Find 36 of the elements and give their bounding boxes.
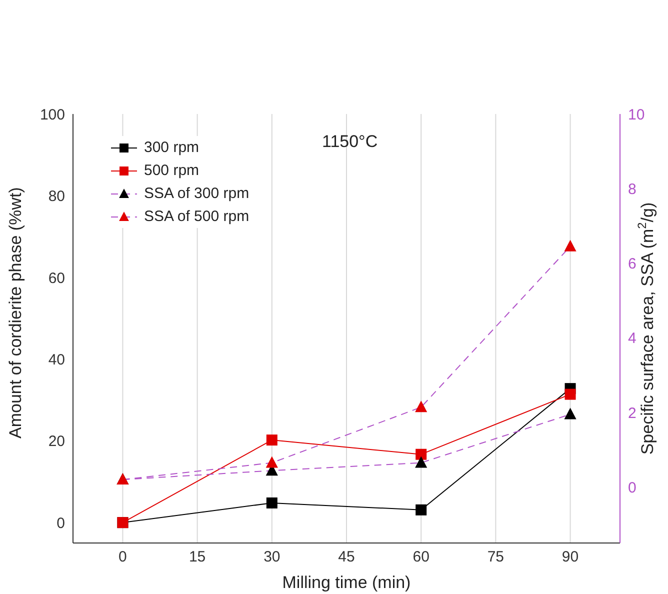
x-tick-label: 15 bbox=[188, 548, 206, 566]
point bbox=[564, 240, 576, 252]
y-tick-label: 80 bbox=[48, 188, 65, 206]
point bbox=[266, 456, 278, 468]
point bbox=[415, 456, 428, 468]
annotation: 1150°C bbox=[322, 132, 378, 152]
point bbox=[266, 497, 278, 508]
legend-label: SSA of 300 rpm bbox=[144, 185, 250, 202]
legend-label: 300 rpm bbox=[144, 139, 200, 156]
y-tick-label: 100 bbox=[40, 106, 65, 124]
point bbox=[416, 448, 427, 460]
y-tick-label: 40 bbox=[48, 351, 65, 368]
x-tick-label: 90 bbox=[562, 548, 579, 566]
y2-tick-label: 8 bbox=[628, 180, 636, 198]
x-axis-title: Milling time (min) bbox=[282, 573, 411, 592]
point bbox=[415, 400, 428, 412]
y-tick-label: 0 bbox=[56, 514, 65, 532]
y2-tick-label: 10 bbox=[628, 106, 645, 124]
point bbox=[564, 408, 576, 420]
y-axis-title: Amount of cordierite phase (%wt) bbox=[6, 187, 26, 438]
y2-tick-label: 4 bbox=[628, 330, 636, 348]
point bbox=[416, 504, 427, 516]
x-tick-label: 45 bbox=[338, 548, 355, 566]
point bbox=[266, 434, 278, 446]
y2-tick-label: 2 bbox=[628, 404, 636, 422]
y2-tick-label: 6 bbox=[628, 256, 636, 273]
legend-label: SSA of 500 rpm bbox=[144, 208, 250, 225]
y-tick-label: 20 bbox=[48, 433, 65, 450]
x-tick-label: 75 bbox=[487, 548, 504, 566]
x-tick-label: 0 bbox=[118, 548, 127, 566]
legend-label: 500 rpm bbox=[144, 162, 200, 179]
point bbox=[564, 388, 576, 400]
y2-tick-label: 0 bbox=[628, 479, 636, 496]
y-tick-label: 60 bbox=[48, 270, 65, 287]
x-tick-label: 60 bbox=[412, 548, 430, 566]
x-tick-label: 30 bbox=[264, 548, 280, 566]
